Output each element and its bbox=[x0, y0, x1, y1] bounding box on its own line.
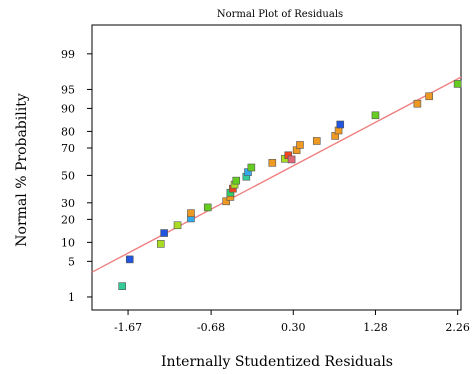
points-group bbox=[118, 80, 462, 290]
data-point bbox=[187, 209, 195, 217]
y-tick-label: 10 bbox=[61, 236, 75, 249]
y-tick-label: 70 bbox=[61, 142, 75, 155]
plot-frame bbox=[91, 24, 462, 311]
x-tick-label: 2.26 bbox=[445, 321, 470, 334]
y-axis-title: Normal % Probability bbox=[14, 93, 30, 247]
data-point bbox=[156, 240, 165, 248]
y-tick-label: 5 bbox=[68, 255, 75, 268]
data-point bbox=[232, 176, 241, 185]
data-point bbox=[268, 159, 277, 167]
data-point bbox=[222, 197, 230, 206]
x-axis-title: Internally Studentized Residuals bbox=[161, 354, 393, 370]
data-point bbox=[425, 92, 433, 101]
data-point bbox=[312, 137, 321, 145]
data-point bbox=[247, 163, 256, 172]
chart-title: Normal Plot of Residuals bbox=[217, 9, 343, 20]
x-tick-label: -1.67 bbox=[114, 321, 142, 334]
y-tick-label: 95 bbox=[61, 83, 75, 96]
x-tick-label: 0.30 bbox=[281, 321, 306, 334]
y-axis: 1 5 10 20 30 50 70 80 90 95 99 bbox=[61, 48, 92, 304]
data-point bbox=[125, 255, 134, 264]
data-point bbox=[413, 99, 422, 108]
data-point bbox=[296, 141, 304, 149]
y-tick-label: 30 bbox=[61, 197, 75, 210]
data-point bbox=[336, 120, 345, 129]
reference-line bbox=[91, 76, 462, 273]
x-tick-label: -0.68 bbox=[197, 321, 225, 334]
data-point bbox=[173, 221, 182, 230]
data-point bbox=[118, 282, 126, 290]
data-point bbox=[371, 111, 380, 120]
y-tick-label: 1 bbox=[68, 291, 75, 304]
x-tick-label: 1.28 bbox=[363, 321, 388, 334]
y-tick-label: 80 bbox=[61, 125, 75, 138]
data-point bbox=[203, 203, 212, 212]
x-axis: -1.67 -0.68 0.30 1.28 2.26 bbox=[114, 310, 470, 334]
data-point bbox=[287, 155, 296, 164]
y-tick-label: 99 bbox=[61, 48, 75, 61]
y-tick-label: 50 bbox=[61, 169, 75, 182]
reference-line-group bbox=[91, 76, 462, 273]
data-point bbox=[453, 80, 462, 88]
y-tick-label: 20 bbox=[61, 213, 75, 226]
y-tick-label: 90 bbox=[61, 102, 75, 115]
data-point bbox=[160, 229, 168, 237]
